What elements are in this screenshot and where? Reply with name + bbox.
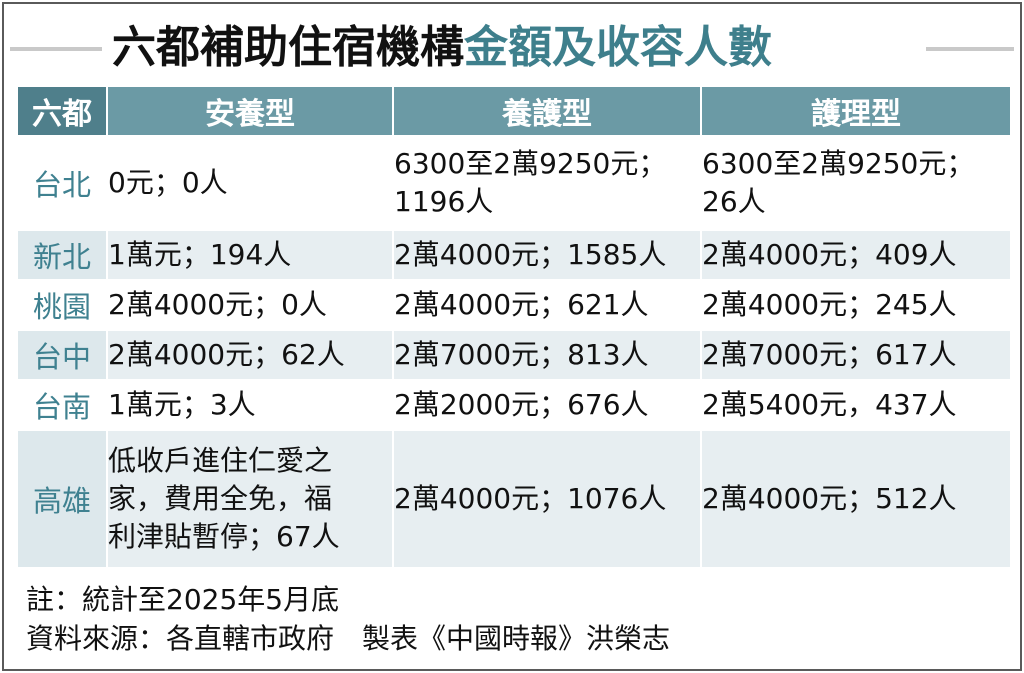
subsidy-table: 六都 安養型 養護型 護理型 台北 0元；0人 6300至2萬9250元； 1196人… bbox=[16, 85, 1012, 569]
huli-cell-line: 2萬4000元；409人 bbox=[702, 238, 957, 271]
title-left-rule bbox=[10, 47, 102, 51]
header-yanghu: 養護型 bbox=[392, 85, 702, 137]
yanghu-cell: 2萬7000元；813人 bbox=[392, 329, 702, 381]
anyang-cell-line: 2萬4000元；0人 bbox=[108, 288, 327, 321]
anyang-cell: 0元；0人 bbox=[106, 135, 394, 231]
huli-cell-line: 2萬7000元；617人 bbox=[702, 338, 957, 371]
yanghu-cell-line: 2萬2000元；676人 bbox=[394, 388, 649, 421]
title-right-rule bbox=[926, 47, 1014, 51]
note-text: 註：統計至2025年5月底 bbox=[26, 583, 340, 616]
table-row: 新北 1萬元；194人 2萬4000元；1585人 2萬4000元；409人 bbox=[16, 229, 1012, 281]
table-row: 台南 1萬元；3人 2萬2000元；676人 2萬5400元，437人 bbox=[16, 379, 1012, 431]
yanghu-cell-line: 2萬7000元；813人 bbox=[394, 338, 649, 371]
city-cell: 台中 bbox=[16, 329, 108, 381]
header-huli: 護理型 bbox=[700, 85, 1012, 137]
huli-cell-line: 2萬4000元；245人 bbox=[702, 288, 957, 321]
title-part-black: 六都補助住宿機構 bbox=[112, 22, 464, 73]
yanghu-cell: 2萬2000元；676人 bbox=[392, 379, 702, 431]
huli-cell: 6300至2萬9250元； 26人 bbox=[700, 135, 1012, 231]
yanghu-cell: 2萬4000元；1076人 bbox=[392, 429, 702, 569]
city-cell: 桃園 bbox=[16, 279, 108, 331]
yanghu-cell: 2萬4000元；621人 bbox=[392, 279, 702, 331]
anyang-cell: 1萬元；3人 bbox=[106, 379, 394, 431]
city-cell: 高雄 bbox=[16, 429, 108, 569]
page-title: 六都補助住宿機構金額及收容人數 bbox=[112, 16, 772, 80]
yanghu-cell-line: 2萬4000元；1076人 bbox=[394, 482, 667, 515]
anyang-cell: 1萬元；194人 bbox=[106, 229, 394, 281]
huli-cell: 2萬4000元；512人 bbox=[700, 429, 1012, 569]
huli-cell: 2萬7000元；617人 bbox=[700, 329, 1012, 381]
yanghu-cell-line: 2萬4000元；621人 bbox=[394, 288, 649, 321]
anyang-cell-line: 1萬元；3人 bbox=[108, 388, 256, 421]
anyang-cell: 2萬4000元；62人 bbox=[106, 329, 394, 381]
huli-cell-line: 2萬4000元；512人 bbox=[702, 482, 957, 515]
yanghu-cell-line: 2萬4000元；1585人 bbox=[394, 238, 667, 271]
source-text: 資料來源：各直轄市政府 製表《中國時報》洪榮志 bbox=[26, 622, 671, 655]
table-header-row: 六都 安養型 養護型 護理型 bbox=[16, 85, 1012, 137]
huli-cell: 2萬4000元；409人 bbox=[700, 229, 1012, 281]
header-city: 六都 bbox=[16, 85, 108, 137]
anyang-cell: 低收戶進住仁愛之 家，費用全免，福 利津貼暫停；67人 bbox=[106, 429, 394, 569]
huli-cell-line: 2萬5400元，437人 bbox=[702, 388, 957, 421]
table-row: 桃園 2萬4000元；0人 2萬4000元；621人 2萬4000元；245人 bbox=[16, 279, 1012, 331]
city-cell: 新北 bbox=[16, 229, 108, 281]
huli-cell-line: 6300至2萬9250元； bbox=[702, 147, 975, 180]
yanghu-cell-line: 6300至2萬9250元； bbox=[394, 147, 667, 180]
table-row: 高雄 低收戶進住仁愛之 家，費用全免，福 利津貼暫停；67人 2萬4000元；1076人… bbox=[16, 429, 1012, 569]
title-part-teal: 金額及收容人數 bbox=[464, 22, 772, 73]
table-row: 台中 2萬4000元；62人 2萬7000元；813人 2萬7000元；617人 bbox=[16, 329, 1012, 381]
huli-cell-line: 26人 bbox=[702, 185, 766, 218]
anyang-cell-line: 1萬元；194人 bbox=[108, 238, 292, 271]
title-row: 六都補助住宿機構金額及收容人數 bbox=[4, 4, 1020, 82]
anyang-cell-line: 家，費用全免，福 bbox=[108, 482, 333, 515]
header-anyang: 安養型 bbox=[106, 85, 394, 137]
anyang-cell-line: 低收戶進住仁愛之 bbox=[108, 444, 333, 477]
anyang-cell-line: 0元；0人 bbox=[108, 166, 228, 199]
city-cell: 台北 bbox=[16, 135, 108, 231]
huli-cell: 2萬5400元，437人 bbox=[700, 379, 1012, 431]
yanghu-cell: 6300至2萬9250元； 1196人 bbox=[392, 135, 702, 231]
huli-cell: 2萬4000元；245人 bbox=[700, 279, 1012, 331]
anyang-cell: 2萬4000元；0人 bbox=[106, 279, 394, 331]
anyang-cell-line: 2萬4000元；62人 bbox=[108, 338, 345, 371]
table-row: 台北 0元；0人 6300至2萬9250元； 1196人 6300至2萬9250元； 26… bbox=[16, 135, 1012, 231]
anyang-cell-line: 利津貼暫停；67人 bbox=[108, 520, 340, 553]
city-cell: 台南 bbox=[16, 379, 108, 431]
yanghu-cell: 2萬4000元；1585人 bbox=[392, 229, 702, 281]
yanghu-cell-line: 1196人 bbox=[394, 185, 494, 218]
